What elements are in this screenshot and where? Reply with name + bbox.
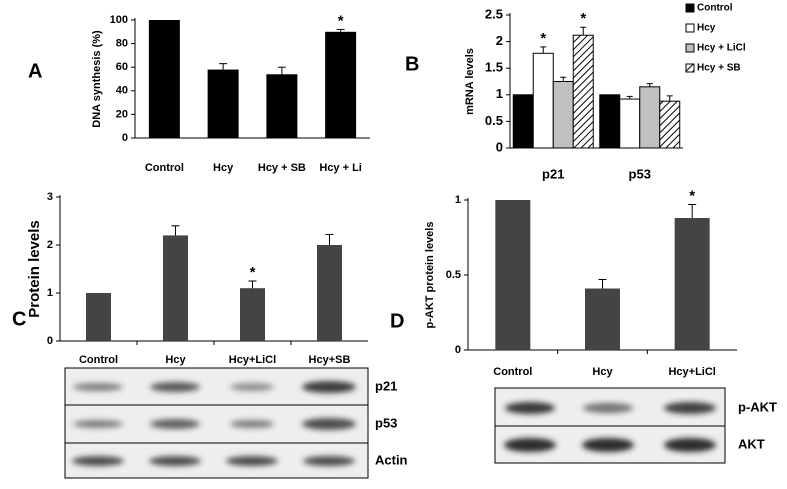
legend-label: Hcy + LiCl — [697, 43, 746, 54]
legend-swatch — [685, 43, 695, 53]
bar — [148, 20, 180, 138]
x-tick-label: Hcy+LiCl — [668, 366, 715, 378]
x-tick-label: Hcy — [213, 162, 234, 174]
y-tick-label: 1.5 — [485, 60, 503, 75]
legend-label: Hcy + SB — [697, 63, 741, 74]
blot-d — [494, 387, 726, 464]
bar — [266, 74, 298, 138]
x-tick-label: p21 — [542, 166, 564, 181]
legend-swatch — [685, 3, 695, 13]
y-tick-label: 0.5 — [446, 269, 461, 281]
significance: * — [338, 12, 344, 29]
x-tick-label: Hcy + Li — [319, 162, 362, 174]
bar — [639, 86, 661, 149]
y-tick-label: 2 — [47, 239, 53, 251]
blot-label: AKT — [738, 436, 765, 451]
blot-label: p53 — [375, 415, 397, 430]
y-tick-label: 40 — [116, 85, 128, 97]
bar — [599, 94, 621, 149]
y-tick-label: 0 — [455, 344, 461, 356]
x-tick-label: Hcy+SB — [309, 354, 351, 366]
x-tick-label: Hcy — [165, 354, 186, 366]
y-tick-label: 0 — [496, 139, 503, 154]
y-tick-label: 1 — [496, 86, 503, 101]
blot-label: Actin — [375, 452, 408, 467]
bar — [619, 98, 641, 149]
x-tick-label: Control — [145, 162, 184, 174]
y-tick-label: 3 — [47, 191, 53, 203]
y-axis-label: mRNA levels — [464, 48, 476, 115]
legend-swatch — [685, 63, 695, 73]
y-tick-label: 80 — [116, 38, 128, 50]
bar — [585, 288, 620, 350]
bar — [659, 100, 681, 149]
bar — [674, 218, 710, 350]
y-tick-label: 1 — [455, 194, 461, 206]
panel-letter: B — [405, 53, 419, 75]
y-tick-label: 0.5 — [485, 113, 503, 128]
bar — [532, 52, 554, 149]
bar — [163, 235, 188, 341]
bar — [207, 69, 239, 138]
bar — [325, 31, 357, 138]
y-tick-label: 0 — [122, 132, 128, 144]
bar — [240, 288, 265, 341]
x-tick-label: Control — [493, 366, 532, 378]
significance: * — [689, 187, 695, 204]
x-tick-label: Hcy — [592, 366, 613, 378]
y-tick-label: 2 — [496, 33, 503, 48]
significance: * — [540, 30, 546, 47]
y-tick-label: 100 — [110, 14, 128, 26]
x-tick-label: Control — [79, 354, 118, 366]
blot-c — [64, 367, 369, 479]
significance: * — [250, 264, 256, 281]
x-tick-label: p53 — [629, 166, 651, 181]
y-axis-label: DNA synthesis (%) — [91, 30, 103, 128]
y-tick-label: 60 — [116, 61, 128, 73]
bar — [572, 34, 594, 149]
y-axis-label: p-AKT protein levels — [424, 222, 436, 329]
blot-label: p21 — [375, 378, 397, 393]
y-tick-label: 2.5 — [485, 6, 503, 21]
x-tick-label: Hcy + SB — [258, 162, 306, 174]
y-tick-label: 1 — [47, 287, 53, 299]
bar — [512, 94, 534, 149]
panel-letter: D — [390, 310, 404, 332]
bands — [72, 381, 356, 466]
bar — [317, 245, 342, 341]
legend-swatch — [685, 23, 695, 33]
legend-label: Control — [697, 3, 733, 14]
y-tick-label: 20 — [116, 108, 128, 120]
panel-letter: A — [28, 60, 42, 82]
x-tick-label: Hcy+LiCl — [229, 354, 276, 366]
blot-label: p-AKT — [738, 399, 777, 414]
bands — [504, 402, 716, 452]
panel-letter: C — [12, 308, 26, 330]
bar — [86, 293, 111, 341]
y-tick-label: 0 — [47, 335, 53, 347]
legend-label: Hcy — [697, 23, 716, 34]
significance: * — [580, 10, 586, 27]
bar — [495, 200, 531, 350]
bar — [552, 81, 574, 149]
y-axis-label: Protein levels — [26, 220, 43, 318]
